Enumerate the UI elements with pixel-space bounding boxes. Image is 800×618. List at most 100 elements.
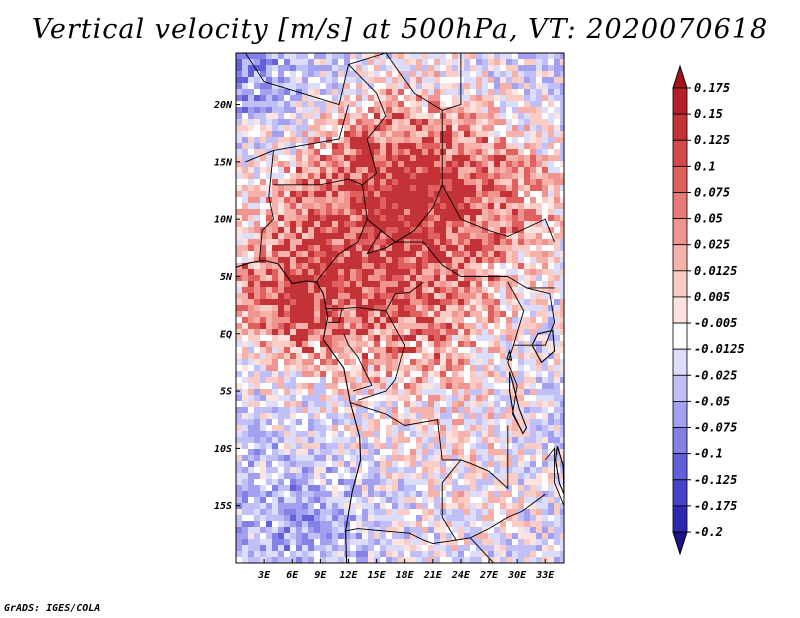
field-cell — [236, 353, 243, 360]
field-cell — [386, 377, 393, 384]
field-cell — [302, 419, 309, 426]
lat-tick-label: 20N — [213, 100, 233, 111]
field-cell — [458, 203, 465, 210]
field-cell — [422, 389, 429, 396]
field-cell — [530, 131, 537, 138]
field-cell — [536, 59, 543, 66]
field-cell — [308, 95, 315, 102]
field-cell — [482, 275, 489, 282]
field-cell — [362, 113, 369, 120]
field-cell — [350, 503, 357, 510]
field-cell — [290, 161, 297, 168]
field-cell — [494, 317, 501, 324]
field-cell — [278, 293, 285, 300]
field-cell — [512, 359, 519, 366]
field-cell — [338, 263, 345, 270]
field-cell — [386, 65, 393, 72]
field-cell — [326, 185, 333, 192]
field-cell — [446, 353, 453, 360]
field-cell — [356, 491, 363, 498]
field-cell — [320, 395, 327, 402]
field-cell — [548, 149, 555, 156]
field-cell — [476, 311, 483, 318]
field-cell — [494, 161, 501, 168]
field-cell — [326, 179, 333, 186]
field-cell — [410, 143, 417, 150]
field-cell — [560, 329, 564, 336]
field-cell — [488, 491, 495, 498]
field-cell — [248, 89, 255, 96]
field-cell — [338, 443, 345, 450]
field-cell — [380, 305, 387, 312]
field-cell — [326, 473, 333, 480]
field-cell — [488, 437, 495, 444]
field-cell — [308, 161, 315, 168]
field-cell — [350, 311, 357, 318]
field-cell — [458, 173, 465, 180]
field-cell — [536, 545, 543, 552]
field-cell — [284, 413, 291, 420]
field-cell — [392, 365, 399, 372]
field-cell — [482, 107, 489, 114]
field-cell — [434, 503, 441, 510]
field-cell — [356, 389, 363, 396]
field-cell — [530, 371, 537, 378]
field-cell — [290, 299, 297, 306]
field-cell — [554, 335, 561, 342]
field-cell — [458, 215, 465, 222]
field-cell — [536, 299, 543, 306]
field-cell — [524, 473, 531, 480]
field-cell — [482, 347, 489, 354]
field-cell — [362, 509, 369, 516]
field-cell — [470, 383, 477, 390]
field-cell — [368, 479, 375, 486]
field-cell — [308, 413, 315, 420]
field-cell — [278, 131, 285, 138]
field-cell — [512, 251, 519, 258]
field-cell — [338, 269, 345, 276]
field-cell — [266, 71, 273, 78]
field-cell — [290, 533, 297, 540]
field-cell — [356, 131, 363, 138]
field-cell — [332, 53, 339, 60]
field-cell — [458, 245, 465, 252]
field-cell — [482, 395, 489, 402]
field-cell — [416, 113, 423, 120]
field-cell — [524, 269, 531, 276]
field-cell — [332, 515, 339, 522]
field-cell — [512, 467, 519, 474]
field-cell — [500, 269, 507, 276]
field-cell — [482, 341, 489, 348]
field-cell — [506, 365, 513, 372]
field-cell — [332, 323, 339, 330]
field-cell — [248, 551, 255, 558]
field-cell — [536, 209, 543, 216]
field-cell — [278, 119, 285, 126]
field-cell — [560, 203, 564, 210]
field-cell — [392, 317, 399, 324]
field-cell — [482, 125, 489, 132]
field-cell — [470, 401, 477, 408]
field-cell — [434, 341, 441, 348]
field-cell — [476, 107, 483, 114]
field-cell — [392, 275, 399, 282]
field-cell — [560, 101, 564, 108]
field-cell — [248, 101, 255, 108]
field-cell — [434, 83, 441, 90]
field-cell — [506, 71, 513, 78]
field-cell — [476, 359, 483, 366]
field-cell — [470, 239, 477, 246]
field-cell — [236, 545, 243, 552]
field-cell — [272, 527, 279, 534]
field-cell — [278, 449, 285, 456]
field-cell — [326, 287, 333, 294]
field-cell — [512, 305, 519, 312]
field-cell — [452, 323, 459, 330]
field-cell — [458, 119, 465, 126]
field-cell — [518, 413, 525, 420]
field-cell — [422, 335, 429, 342]
field-cell — [560, 503, 564, 510]
field-cell — [344, 125, 351, 132]
field-cell — [542, 113, 549, 120]
field-cell — [560, 173, 564, 180]
